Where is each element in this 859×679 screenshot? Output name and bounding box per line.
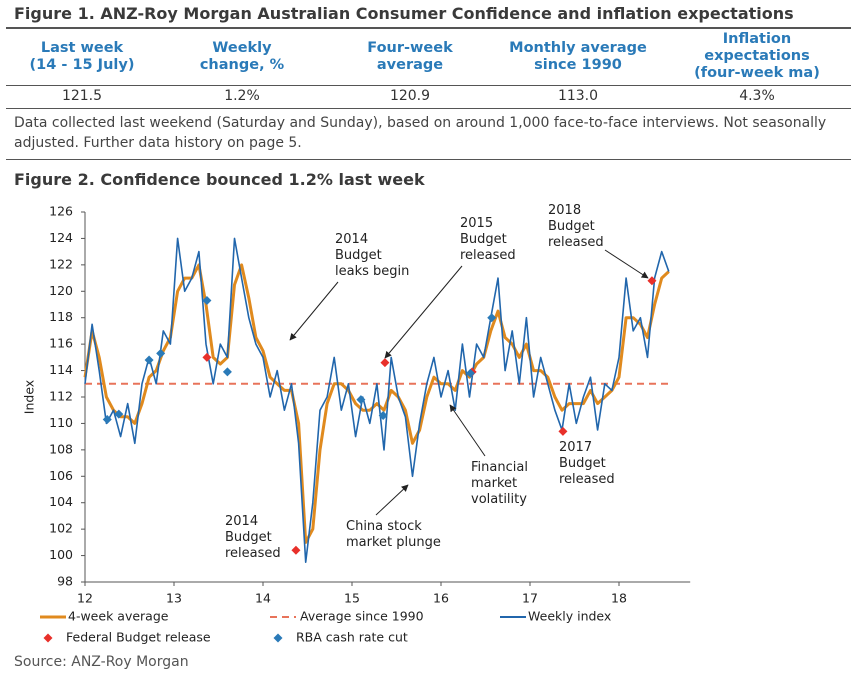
table-cell: 4.3%: [739, 88, 775, 104]
marker: [222, 367, 232, 377]
marker: [487, 313, 497, 323]
y-tick-label: 124: [49, 230, 73, 245]
y-tick-label: 100: [49, 547, 73, 562]
chart-title: Figure 2. Confidence bounced 1.2% last w…: [14, 170, 425, 189]
table-header: Weekly change, %: [199, 40, 285, 73]
table-cell: 1.2%: [224, 88, 260, 104]
annotation-arrow: [289, 281, 339, 341]
marker: [465, 368, 475, 378]
rule: [6, 27, 851, 29]
table-cell: 120.9: [389, 88, 431, 104]
marker: [558, 426, 568, 436]
annotation: Financial market volatility: [471, 460, 528, 507]
table-cell: 121.5: [61, 88, 103, 104]
rule: [6, 85, 851, 86]
note: Data collected last weekend (Saturday an…: [14, 115, 827, 151]
legend-label: 4-week average: [68, 609, 169, 624]
table-header: Last week (14 - 15 July): [29, 40, 135, 73]
y-tick-label: 116: [49, 336, 73, 351]
y-tick-label: 112: [49, 389, 73, 404]
legend-label: Weekly index: [528, 609, 611, 624]
source: Source: ANZ-Roy Morgan: [14, 654, 189, 670]
legend-label: Average since 1990: [300, 609, 424, 624]
annotation-arrow: [449, 404, 486, 457]
y-tick-label: 108: [49, 441, 73, 456]
series-line: [83, 263, 670, 544]
legend-label: Federal Budget release: [66, 630, 211, 645]
annotation: 2018 Budget released: [548, 203, 604, 250]
annotation-arrow: [604, 249, 649, 279]
x-tick-label: 14: [255, 591, 271, 606]
x-tick-label: 17: [522, 591, 538, 606]
rule: [6, 159, 851, 160]
marker: [102, 414, 112, 424]
x-tick-label: 12: [77, 591, 93, 606]
annotation: China stock market plunge: [346, 519, 441, 550]
marker: [378, 411, 388, 420]
y-tick-label: 110: [49, 415, 73, 430]
marker: [114, 409, 124, 419]
annotation: 2014 Budget leaks begin: [335, 232, 410, 279]
legend-swatch: [273, 633, 283, 643]
marker: [156, 348, 166, 358]
table-cell: 113.0: [557, 88, 599, 104]
annotation: 2015 Budget released: [460, 216, 516, 263]
legend-swatch: [43, 633, 53, 643]
marker: [202, 352, 212, 362]
legend-label: RBA cash rate cut: [296, 630, 408, 645]
table-header: Four-week average: [367, 40, 453, 73]
x-tick-label: 18: [611, 591, 627, 606]
x-tick-label: 16: [433, 591, 449, 606]
marker: [144, 355, 154, 365]
y-tick-label: 102: [49, 521, 73, 536]
marker: [647, 276, 657, 286]
y-tick-label: 122: [49, 256, 73, 271]
annotation: 2014 Budget released: [225, 514, 281, 561]
annotation-arrow: [384, 265, 463, 359]
table-header: Inflation expectations (four-week ma): [694, 31, 820, 81]
series-line: [84, 237, 670, 563]
marker: [202, 296, 212, 306]
x-tick-label: 15: [344, 591, 360, 606]
figure1-title: Figure 1. ANZ-Roy Morgan Australian Cons…: [14, 4, 794, 23]
annotation-arrow: [375, 484, 409, 516]
y-tick-label: 106: [49, 468, 73, 483]
y-tick-label: 98: [57, 574, 73, 589]
table-header: Monthly average since 1990: [509, 40, 647, 73]
y-tick-label: 120: [49, 283, 73, 298]
y-axis-label: Index: [22, 380, 37, 414]
marker: [380, 358, 390, 368]
rule: [6, 108, 851, 109]
marker: [356, 395, 366, 405]
x-tick-label: 13: [166, 591, 182, 606]
y-tick-label: 104: [49, 494, 73, 509]
y-tick-label: 114: [49, 362, 73, 377]
y-tick-label: 126: [49, 204, 73, 219]
annotation: 2017 Budget released: [559, 440, 615, 487]
y-tick-label: 118: [49, 309, 73, 324]
marker: [291, 545, 301, 555]
